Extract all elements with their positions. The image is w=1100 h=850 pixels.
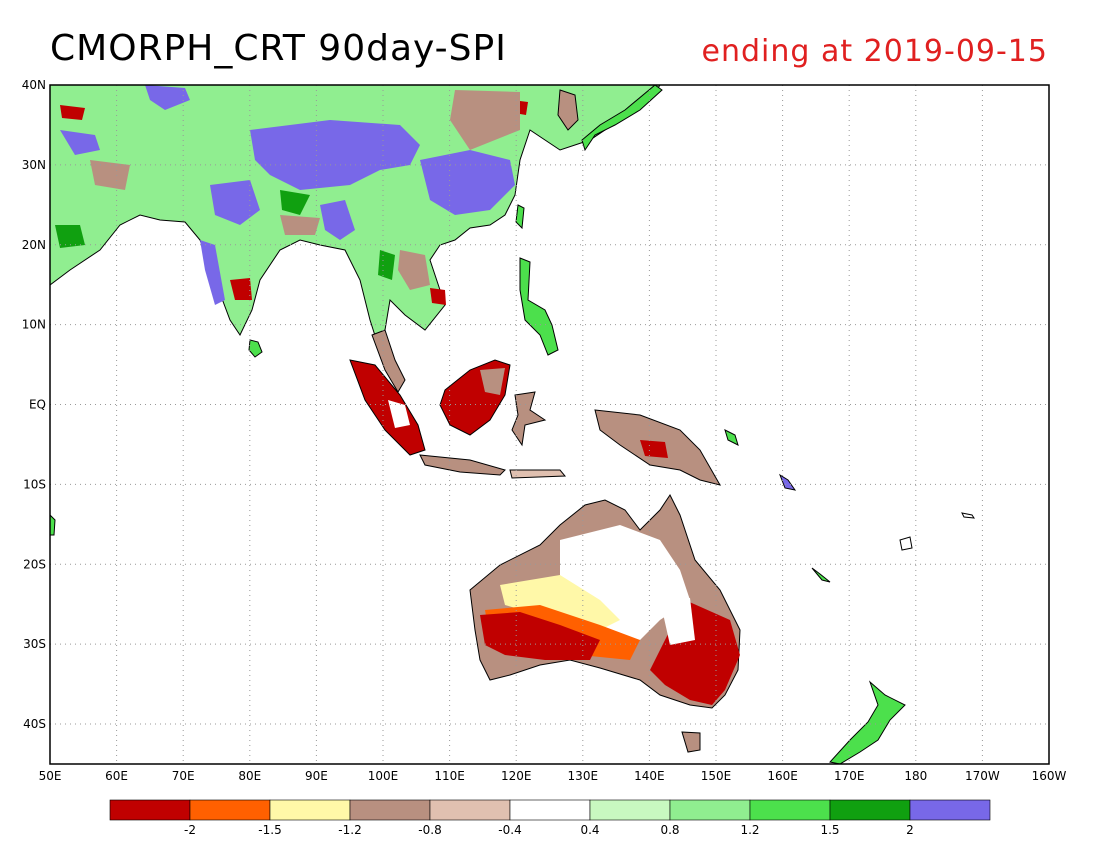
lon-tick-label: 90E bbox=[305, 769, 328, 783]
colorbar-swatch bbox=[749, 799, 831, 821]
tasmania bbox=[681, 731, 701, 753]
australia-severe-dry-west bbox=[480, 612, 600, 660]
colorbar-swatch bbox=[509, 799, 591, 821]
new-zealand bbox=[829, 680, 906, 764]
lesser-sunda bbox=[509, 469, 567, 479]
lon-tick-label: 150E bbox=[701, 769, 732, 783]
map-title: CMORPH_CRT 90day-SPI bbox=[50, 28, 507, 69]
taiwan bbox=[515, 204, 525, 230]
colorbar-swatch bbox=[429, 799, 511, 821]
lon-tick-label: 120E bbox=[501, 769, 532, 783]
japan bbox=[581, 85, 663, 152]
lat-tick-label: 10S bbox=[23, 477, 46, 491]
lat-tick-labels: 40N 30N 20N 10N EQ 10S 20S 30S 40S bbox=[22, 78, 46, 731]
lon-tick-label: 70E bbox=[172, 769, 195, 783]
madagascar-edge bbox=[50, 514, 56, 536]
colorbar-label: 2 bbox=[906, 823, 914, 837]
lon-tick-label: 160W bbox=[1032, 769, 1067, 783]
lon-tick-label: 50E bbox=[39, 769, 62, 783]
colorbar-label: 0.8 bbox=[660, 823, 680, 837]
moderately-wet-patches bbox=[55, 190, 395, 280]
java bbox=[419, 454, 506, 476]
lat-tick-label: 40S bbox=[23, 717, 46, 731]
lon-tick-label: 160E bbox=[767, 769, 798, 783]
lat-tick-label: 10N bbox=[22, 318, 46, 332]
lat-tick-label: 30N bbox=[22, 158, 46, 172]
lon-tick-label: 80E bbox=[238, 769, 261, 783]
new-caledonia bbox=[811, 567, 831, 583]
colorbar-label: 1.2 bbox=[740, 823, 760, 837]
colorbar-swatch bbox=[349, 799, 431, 821]
philippines bbox=[519, 257, 559, 356]
fiji bbox=[899, 536, 913, 551]
map-subtitle-date: ending at 2019-09-15 bbox=[701, 34, 1048, 69]
lat-tick-label: 30S bbox=[23, 637, 46, 651]
lon-tick-label: 140E bbox=[634, 769, 665, 783]
sri-lanka bbox=[248, 339, 263, 358]
colorbar-label: 0.4 bbox=[580, 823, 600, 837]
graticule bbox=[50, 85, 1049, 764]
colorbar-label: 1.5 bbox=[820, 823, 840, 837]
lon-tick-label: 170W bbox=[965, 769, 1000, 783]
colorbar-swatch bbox=[189, 799, 271, 821]
land-layer bbox=[50, 85, 976, 764]
colorbar-label: -1.5 bbox=[258, 823, 282, 837]
lon-tick-label: 180 bbox=[904, 769, 927, 783]
colorbar-swatch bbox=[109, 799, 191, 821]
lon-tick-label: 170E bbox=[834, 769, 865, 783]
lat-tick-label: EQ bbox=[29, 398, 46, 412]
malay-peninsula bbox=[371, 329, 406, 393]
lon-tick-labels: 50E 60E 70E 80E 90E 100E 110E 120E 130E 140E 150E 1… bbox=[39, 769, 1067, 783]
colorbar-swatch bbox=[589, 799, 671, 821]
dry-brown-patches-asia bbox=[90, 90, 520, 290]
colorbar bbox=[109, 799, 991, 821]
colorbar-swatch bbox=[669, 799, 751, 821]
colorbar-label: -0.4 bbox=[498, 823, 522, 837]
colorbar-swatch bbox=[829, 799, 911, 821]
lat-tick-label: 20S bbox=[23, 557, 46, 571]
lon-tick-label: 110E bbox=[434, 769, 465, 783]
colorbar-label: -2 bbox=[184, 823, 196, 837]
lon-tick-label: 60E bbox=[105, 769, 128, 783]
korea bbox=[557, 89, 579, 131]
lon-tick-label: 130E bbox=[568, 769, 599, 783]
lat-tick-label: 40N bbox=[22, 78, 46, 92]
colorbar-label: -1.2 bbox=[338, 823, 362, 837]
wet-patches-asia bbox=[60, 85, 515, 305]
colorbar-swatch bbox=[909, 799, 991, 821]
map-frame bbox=[49, 84, 1050, 765]
colorbar-swatch bbox=[269, 799, 351, 821]
samoa bbox=[961, 512, 976, 519]
colorbar-label: -0.8 bbox=[418, 823, 442, 837]
lat-tick-label: 20N bbox=[22, 238, 46, 252]
vanuatu bbox=[778, 473, 797, 491]
solomon-islands bbox=[724, 429, 739, 446]
lon-tick-label: 100E bbox=[368, 769, 399, 783]
